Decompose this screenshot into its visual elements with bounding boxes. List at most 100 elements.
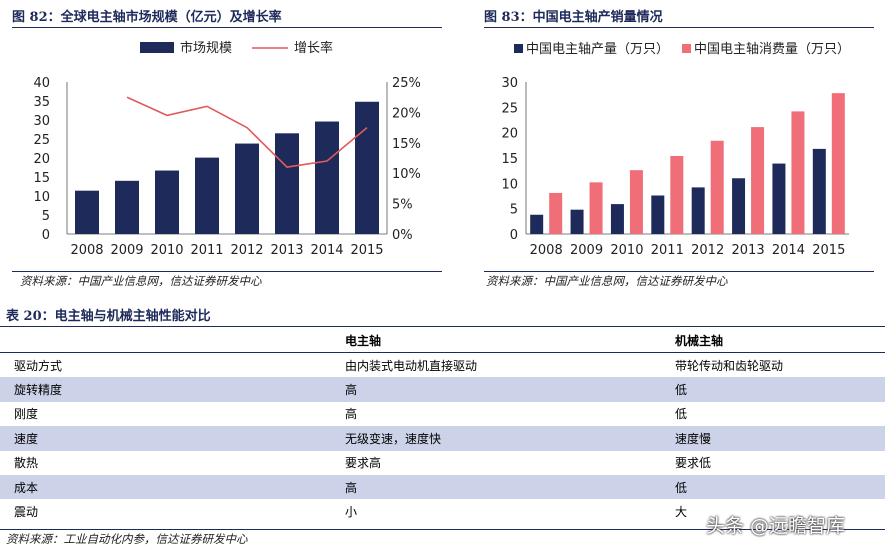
table-header-cell: 电主轴 bbox=[345, 329, 675, 353]
bar-consumption bbox=[589, 182, 603, 234]
x-tick-label: 2013 bbox=[270, 243, 303, 258]
x-tick-label: 2012 bbox=[691, 243, 724, 258]
bar-consumption bbox=[670, 155, 684, 234]
figure-83-title: 图 83：中国电主轴产销量情况 bbox=[484, 10, 663, 25]
table-cell: 要求高 bbox=[345, 456, 382, 471]
table-cell: 驱动方式 bbox=[14, 358, 63, 373]
table-cell: 旋转精度 bbox=[0, 377, 345, 402]
market-size-chart-svg: 市场规模 增长率 0 5 10 15 20 25 30 35 40 0% 5% 10% 15% 20% 25% 2… bbox=[33, 40, 421, 258]
y2-tick-label: 15% bbox=[392, 137, 421, 152]
y2-tick-label: 10% bbox=[392, 167, 421, 182]
x-tick-label: 2011 bbox=[190, 243, 223, 258]
y-tick-label: 10 bbox=[501, 177, 518, 192]
x-tick-label: 2011 bbox=[651, 243, 684, 258]
comparison-table: 电主轴 机械主轴 驱动方式 由内装式电动机直接驱动 带轮传动和齿轮驱动 旋转精度… bbox=[0, 329, 885, 524]
y-tick-label: 25 bbox=[33, 133, 50, 148]
bar-consumption bbox=[791, 111, 805, 234]
table-20-source: 资料来源：工业自动化内参，信达证券研发中心 bbox=[6, 532, 248, 546]
x-tick-label: 2008 bbox=[70, 243, 103, 258]
x-tick-label: 2014 bbox=[310, 243, 343, 258]
y-tick-label: 0 bbox=[510, 228, 518, 243]
bar-market-size bbox=[195, 157, 219, 234]
table-cell: 高 bbox=[345, 407, 358, 422]
y2-tick-label: 25% bbox=[392, 76, 421, 91]
y-tick-label: 10 bbox=[33, 190, 50, 205]
table-20-bottom-rule bbox=[0, 529, 885, 530]
y-tick-label: 15 bbox=[33, 171, 50, 186]
table-row: 速度 无级变速，速度快 速度慢 bbox=[0, 426, 885, 451]
table-20-title: 表 20：电主轴与机械主轴性能对比 bbox=[6, 309, 211, 324]
table-header-row: 电主轴 机械主轴 bbox=[0, 329, 885, 353]
table-row: 刚度 高 低 bbox=[0, 402, 885, 426]
table-cell: 散热 bbox=[14, 456, 39, 471]
legend-label-production: 中国电主轴产量（万只） bbox=[526, 42, 669, 57]
figure-83-source-rule bbox=[484, 271, 874, 272]
table-cell: 由内装式电动机直接驱动 bbox=[345, 358, 478, 373]
bar-production bbox=[732, 178, 746, 234]
y2-tick-label: 5% bbox=[392, 198, 413, 213]
x-tick-label: 2013 bbox=[732, 243, 765, 258]
y-tick-label: 25 bbox=[501, 101, 518, 116]
legend-swatch-consumption bbox=[682, 44, 691, 53]
y-tick-label: 20 bbox=[501, 127, 518, 142]
y-tick-label: 15 bbox=[501, 152, 518, 167]
bar-production bbox=[610, 204, 624, 234]
legend-swatch-production bbox=[514, 44, 523, 53]
figure-83-source: 资料来源：中国产业信息网，信达证券研发中心 bbox=[486, 274, 728, 288]
y-tick-label: 40 bbox=[33, 76, 50, 91]
table-cell: 速度慢 bbox=[675, 426, 885, 451]
y-tick-label: 5 bbox=[42, 209, 50, 224]
bar-consumption bbox=[629, 170, 643, 234]
table-cell: 速度 bbox=[0, 426, 345, 451]
x-tick-label: 2009 bbox=[570, 243, 603, 258]
market-size-chart: 市场规模 增长率 0 5 10 15 20 25 30 35 40 0% 5% 10% 15% 20% 25% 2… bbox=[12, 30, 442, 270]
legend-label-growth-rate: 增长率 bbox=[294, 40, 333, 56]
bar-consumption bbox=[710, 140, 724, 234]
legend-label-consumption: 中国电主轴消费量（万只） bbox=[694, 42, 850, 57]
bar-production bbox=[530, 214, 544, 234]
table-cell: 低 bbox=[675, 377, 885, 402]
bar-consumption bbox=[549, 192, 563, 234]
bar-consumption bbox=[751, 127, 765, 234]
bar-market-size bbox=[315, 121, 339, 234]
table-row: 驱动方式 由内装式电动机直接驱动 带轮传动和齿轮驱动 bbox=[0, 353, 885, 378]
x-tick-label: 2009 bbox=[110, 243, 143, 258]
table-cell: 带轮传动和齿轮驱动 bbox=[675, 358, 784, 373]
table-cell: 低 bbox=[675, 474, 885, 500]
y-tick-label: 5 bbox=[510, 203, 518, 218]
y-tick-label: 0 bbox=[42, 228, 50, 243]
figure-82-title: 图 82：全球电主轴市场规模（亿元）及增长率 bbox=[12, 10, 282, 25]
table-row: 成本 高 低 bbox=[0, 474, 885, 500]
bar-market-size bbox=[235, 143, 259, 234]
x-tick-label: 2015 bbox=[812, 243, 845, 258]
production-consumption-chart: 中国电主轴产量（万只） 中国电主轴消费量（万只） 0 5 10 15 20 25 30 2008 2… bbox=[484, 30, 879, 270]
y-tick-label: 35 bbox=[33, 95, 50, 110]
watermark: 头条 @远瞻智库 bbox=[706, 515, 846, 537]
bar-market-size bbox=[75, 190, 99, 234]
bar-market-size bbox=[155, 170, 179, 234]
y2-tick-label: 20% bbox=[392, 106, 421, 121]
table-cell: 要求低 bbox=[675, 456, 712, 471]
table-row: 震动 小 大 bbox=[0, 499, 885, 523]
x-tick-label: 2008 bbox=[530, 243, 563, 258]
x-tick-label: 2015 bbox=[350, 243, 383, 258]
bar-consumption bbox=[831, 93, 845, 234]
legend-swatch-market-size bbox=[140, 42, 174, 53]
x-tick-label: 2014 bbox=[772, 243, 805, 258]
figure-82-source: 资料来源：中国产业信息网，信达证券研发中心 bbox=[20, 274, 262, 288]
x-tick-label: 2010 bbox=[150, 243, 183, 258]
bar-production bbox=[691, 187, 705, 234]
bar-production bbox=[651, 195, 665, 234]
figure-82-source-rule bbox=[12, 271, 442, 272]
bar-production bbox=[772, 163, 786, 234]
table-row: 散热 要求高 要求低 bbox=[0, 451, 885, 475]
production-consumption-chart-svg: 中国电主轴产量（万只） 中国电主轴消费量（万只） 0 5 10 15 20 25 30 2008 2… bbox=[501, 42, 850, 258]
bar-market-size bbox=[355, 101, 379, 234]
y2-tick-label: 0% bbox=[392, 228, 413, 243]
bar-production bbox=[570, 209, 584, 234]
line-growth-rate bbox=[126, 96, 368, 168]
bar-production bbox=[812, 148, 826, 234]
bar-market-size bbox=[275, 133, 299, 234]
table-cell: 高 bbox=[345, 474, 675, 500]
table-cell: 无级变速，速度快 bbox=[345, 426, 675, 451]
